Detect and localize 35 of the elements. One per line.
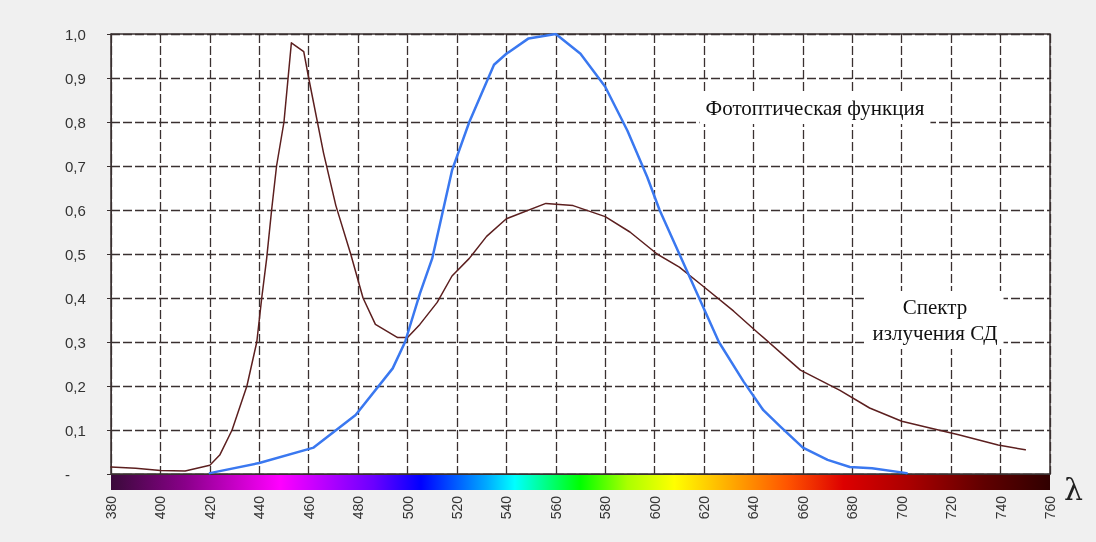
y-tick-label: 0,5 [65, 245, 86, 263]
x-tick-label: 460 [300, 495, 317, 520]
x-tick-label: 700 [893, 495, 910, 520]
x-tick-label: 560 [547, 495, 564, 520]
x-tick-label: 540 [498, 495, 515, 520]
x-tick-label: 440 [251, 495, 268, 520]
x-tick-label: 620 [696, 495, 713, 520]
y-tick-label: 0,9 [65, 69, 86, 87]
y-tick-label: 0,8 [65, 113, 86, 131]
x-tick-label: 480 [350, 495, 367, 520]
y-tick-label: 0,3 [65, 333, 86, 351]
x-tick-label: 760 [1042, 495, 1058, 520]
y-tick-label: 0,6 [65, 201, 86, 219]
x-tick-label: 640 [745, 495, 762, 520]
y-tick-label: 0,4 [65, 289, 86, 307]
x-tick-label: 520 [448, 495, 465, 520]
y-tick-label: 0,1 [65, 421, 86, 439]
x-axis-title: λ [1064, 471, 1084, 507]
line-series [110, 42, 1027, 472]
x-tick-label: 600 [646, 495, 663, 520]
y-tick-label: - [65, 465, 70, 483]
y-tick-label: 0,2 [65, 377, 86, 395]
y-tick-label: 0,7 [65, 157, 86, 175]
annotation: Фотоптическая функция [705, 96, 925, 120]
x-tick-label: 400 [152, 495, 169, 520]
x-tick-label: 680 [844, 495, 861, 520]
x-tick-label: 500 [399, 495, 416, 520]
y-tick-label: 1,0 [65, 25, 86, 43]
x-tick-label: 660 [794, 495, 811, 520]
x-tick-label: 420 [201, 495, 218, 520]
x-tick-label: 580 [597, 495, 614, 520]
x-tick-label: 720 [943, 495, 960, 520]
annotation: Спектр излучения СД [872, 295, 998, 345]
x-tick-label: 740 [992, 495, 1009, 520]
x-tick-label: 380 [103, 495, 119, 520]
